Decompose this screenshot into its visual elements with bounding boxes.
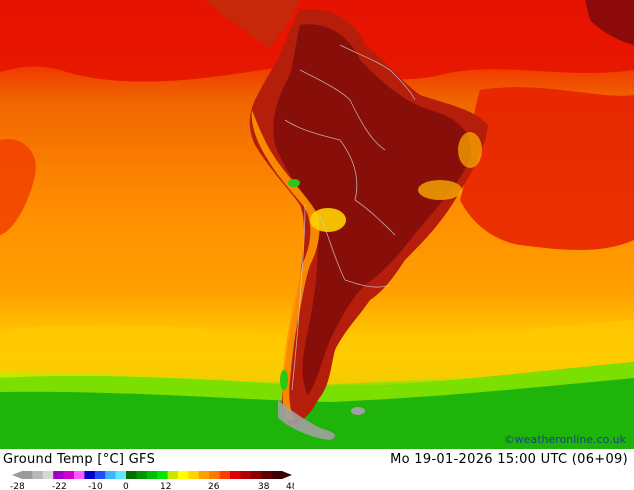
legend-tick-label: -22 — [52, 482, 67, 490]
legend-swatch — [209, 471, 220, 479]
falklands — [351, 407, 365, 415]
legend-swatch — [136, 471, 148, 479]
legend-tick-label: 0 — [123, 482, 129, 490]
legend-swatch — [261, 471, 272, 479]
tierra-del-fuego — [278, 400, 336, 440]
legend-swatch — [105, 471, 116, 479]
legend-tick-label: -28 — [10, 482, 25, 490]
andes-cooler-strip — [251, 110, 320, 420]
patagonia-cold-spot — [280, 370, 288, 390]
legend-tick-label: -10 — [88, 482, 103, 490]
interior-very-hot-zone — [273, 24, 471, 396]
legend-left-arrow — [12, 471, 22, 479]
legend-swatch — [53, 471, 64, 479]
legend-swatch — [74, 471, 85, 479]
legend-swatch — [219, 471, 231, 479]
credit-link[interactable]: ©weatheronline.co.uk — [503, 433, 626, 446]
legend-ticks: -28 -22 -10 0 12 26 38 48 — [10, 482, 294, 490]
west-ocean-warm-patch — [0, 139, 36, 235]
legend-swatch — [146, 471, 158, 479]
legend-swatch — [32, 471, 44, 479]
legend-swatch — [178, 471, 189, 479]
andes-cold-spot — [288, 179, 300, 187]
legend-swatch — [157, 471, 168, 479]
legend-swatch — [126, 471, 137, 479]
legend-swatches — [12, 471, 292, 479]
africa-corner — [585, 0, 634, 45]
east-ocean-hot-zone — [460, 87, 634, 250]
east-highland-patch — [458, 132, 482, 168]
legend-swatch — [63, 471, 75, 479]
legend-swatch — [230, 471, 241, 479]
valid-time: Mo 19-01-2026 15:00 UTC (06+09) — [390, 452, 628, 467]
legend-swatch — [84, 471, 96, 479]
legend-tick-label: 26 — [208, 482, 220, 490]
legend-tick-label: 12 — [160, 482, 171, 490]
legend-swatch — [22, 471, 33, 479]
legend-swatch — [250, 471, 262, 479]
altiplano-patch — [310, 208, 346, 232]
legend-swatch — [94, 471, 106, 479]
country-borders — [284, 44, 416, 391]
legend-right-arrow — [282, 471, 292, 479]
chart-title: Ground Temp [°C] GFS — [3, 452, 156, 467]
legend-swatch — [271, 471, 283, 479]
brazil-highland-patch — [418, 180, 462, 200]
color-legend: -28 -22 -10 0 12 26 38 48 — [10, 471, 294, 490]
legend-swatch — [240, 471, 252, 479]
central-america — [205, 0, 300, 48]
legend-tick-label: 38 — [258, 482, 270, 490]
legend-tick-label: 48 — [286, 482, 294, 490]
legend-swatch — [115, 471, 127, 479]
southern-light-green-band — [0, 362, 634, 402]
temperature-map — [0, 0, 634, 449]
legend-swatch — [42, 471, 54, 479]
legend-swatch — [188, 471, 200, 479]
legend-swatch — [167, 471, 179, 479]
legend-swatch — [198, 471, 210, 479]
